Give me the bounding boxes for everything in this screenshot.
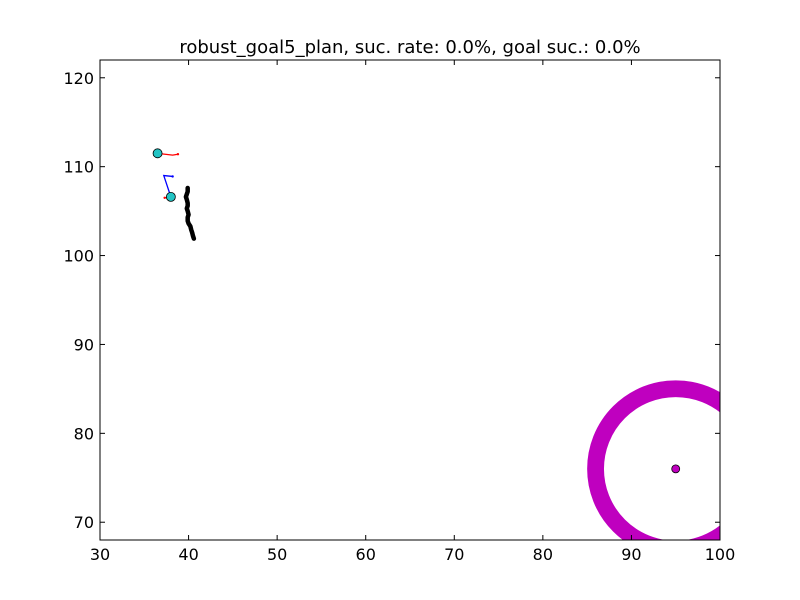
plot-frame bbox=[99, 59, 721, 541]
agent-2-segment-0 bbox=[162, 174, 173, 198]
y-tick-label: 120 bbox=[63, 69, 94, 88]
goal-ring bbox=[587, 380, 720, 540]
x-tick-label: 40 bbox=[178, 545, 198, 564]
agent-2-segment-end-0 bbox=[171, 175, 174, 178]
y-tick-label: 110 bbox=[63, 158, 94, 177]
x-tick-label: 50 bbox=[267, 545, 287, 564]
trajectory-path bbox=[183, 185, 197, 241]
agent-marker-2 bbox=[165, 191, 176, 202]
agent-2-segment-end-1 bbox=[163, 196, 166, 199]
chart-title: robust_goal5_plan, suc. rate: 0.0%, goal… bbox=[179, 37, 640, 58]
x-tick-label: 70 bbox=[444, 545, 464, 564]
goal-center-marker bbox=[671, 464, 681, 474]
y-tick-label: 100 bbox=[63, 247, 94, 266]
agent-1-segment-0 bbox=[157, 152, 179, 156]
agent-1-segment-end-0 bbox=[176, 153, 180, 156]
y-tick-label: 70 bbox=[74, 513, 94, 532]
x-tick-label: 100 bbox=[705, 545, 736, 564]
x-tick-label: 60 bbox=[356, 545, 376, 564]
y-tick-label: 90 bbox=[74, 335, 94, 354]
y-tick-label: 80 bbox=[74, 424, 94, 443]
x-tick-label: 90 bbox=[621, 545, 641, 564]
x-tick-label: 30 bbox=[90, 545, 110, 564]
axis-ticks: 30 40 50 60 70 80 90 100 70 80 90 100 110 120 bbox=[63, 60, 735, 564]
x-tick-label: 80 bbox=[533, 545, 553, 564]
plot-area bbox=[152, 148, 720, 540]
agent-marker-1 bbox=[152, 148, 163, 159]
